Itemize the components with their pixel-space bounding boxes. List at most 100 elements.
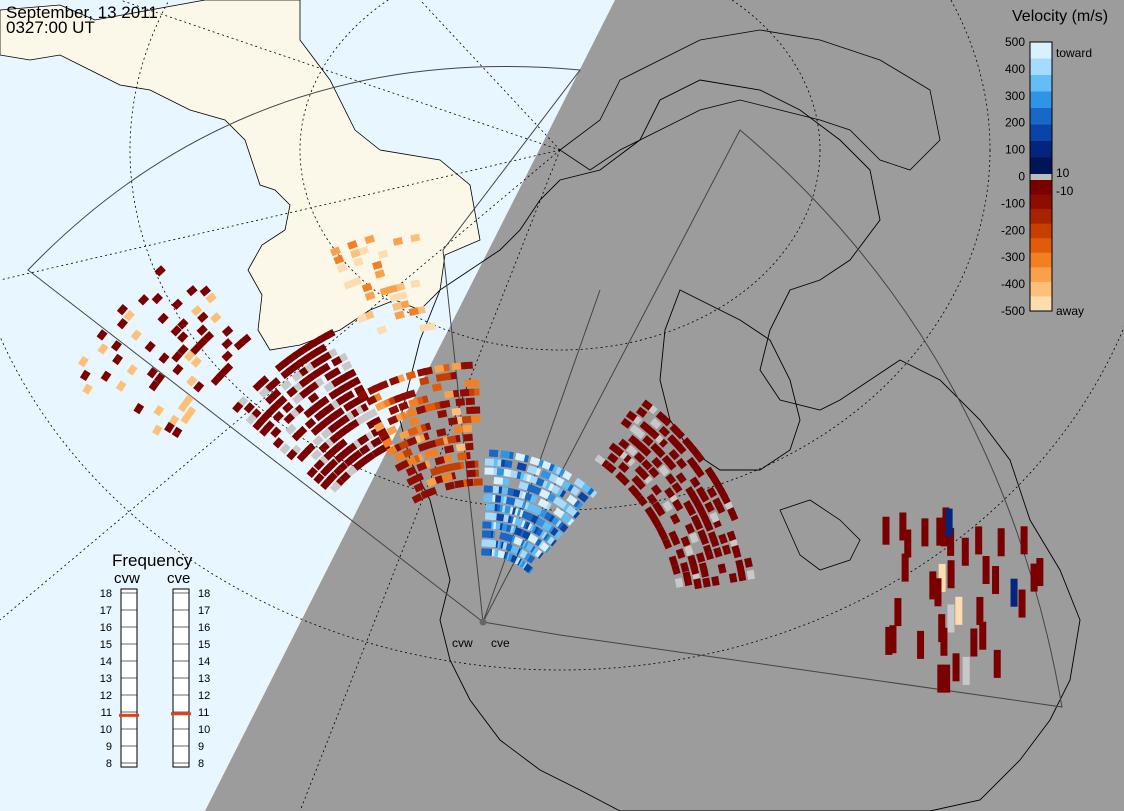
colorbar-tick: -400 (1001, 277, 1025, 291)
echo-cell (688, 532, 699, 544)
echo-cell (499, 532, 510, 542)
echo-cell (424, 449, 436, 459)
echo-cell (431, 383, 443, 392)
freq-station-cvw: cvw (114, 570, 140, 587)
colorbar-tick: -300 (1001, 250, 1025, 264)
echo-cell (435, 373, 446, 382)
echo-cell (728, 572, 738, 583)
freq-tick-label: 14 (100, 656, 112, 668)
echo-cell (979, 621, 987, 650)
colorbar-swatch (1030, 252, 1052, 268)
echo-cell (320, 427, 333, 440)
echo-cell (668, 449, 680, 461)
echo-cell (483, 494, 493, 502)
echo-cell (307, 392, 320, 404)
colorbar-tick-labels: 500 400 300 200 100 0 -100 -200 -300 -400 -500 (1001, 35, 1025, 318)
echo-cell (684, 545, 694, 557)
radar-fov-outlines (27, 66, 1063, 708)
echo-cell (405, 466, 417, 477)
echo-cell (190, 343, 202, 356)
echo-cell (333, 465, 345, 477)
echo-cell (221, 350, 233, 362)
echo-cell (356, 389, 368, 401)
echo-cell (313, 459, 325, 471)
echo-cell (394, 461, 406, 472)
echo-cell (573, 477, 586, 489)
echo-cell (451, 407, 462, 416)
colorbar-swatch (1030, 223, 1052, 239)
frequency-panel: Frequency cvw cve 1817161514131211109818… (100, 551, 211, 770)
colorbar-pos10-label: 10 (1056, 166, 1070, 180)
echo-cell (280, 368, 292, 380)
frequency-scales: 18 17 16 15 14 13 12 11 10 9 8 18 17 16 15 14 13 12 11 10 9 8 (100, 588, 211, 770)
echo-cell (146, 367, 158, 379)
echo-cell (318, 441, 330, 454)
echo-cell (210, 312, 222, 324)
echo-cell (448, 417, 458, 426)
echo-cell (341, 360, 353, 372)
echo-cell (702, 577, 711, 588)
echo-cell (286, 386, 298, 398)
echo-cell (466, 469, 476, 478)
echo-cell (394, 282, 406, 292)
echo-cell (374, 269, 386, 279)
echo-cell (962, 656, 970, 685)
echo-cell (746, 569, 756, 580)
echo-cell (410, 279, 421, 289)
echo-cell (171, 426, 183, 438)
echo-cell (259, 425, 271, 437)
colorbar-swatch (1030, 209, 1052, 225)
echo-cell (488, 449, 499, 458)
colorbar-tick: 500 (1005, 35, 1025, 49)
echo-cell (446, 435, 457, 444)
colorbar-tick: 100 (1005, 143, 1025, 157)
echo-cell (279, 443, 291, 455)
echo-cell (133, 402, 145, 415)
echo-cell (484, 467, 494, 475)
echo-cell (411, 493, 423, 504)
freq-tick-label: 8 (198, 758, 204, 770)
echo-cell (394, 451, 406, 462)
time-label: 0327:00 UT (6, 18, 95, 37)
echo-cell (707, 531, 718, 543)
echo-cell (459, 388, 470, 397)
echo-cell (172, 363, 184, 376)
echo-cell (126, 364, 138, 376)
colorbar-swatch (1030, 238, 1052, 254)
echo-cell (482, 521, 492, 529)
echo-cell (937, 664, 945, 693)
echo-cell (934, 578, 942, 607)
echo-cell (970, 628, 978, 657)
freq-tick-label: 17 (198, 605, 210, 617)
echo-cell (483, 485, 493, 493)
colorbar-swatch (1030, 267, 1052, 283)
echo-cell (712, 497, 723, 509)
echo-cell (243, 402, 255, 414)
echo-cell (171, 298, 183, 310)
echo-cell (552, 496, 565, 508)
echo-cell (451, 362, 462, 371)
echo-cell (347, 240, 358, 250)
echo-cell (164, 421, 175, 434)
echo-cell (669, 423, 681, 435)
echo-cell (196, 324, 208, 336)
echo-cell (177, 344, 189, 356)
echo-cell (291, 370, 303, 382)
echo-cell (78, 355, 89, 368)
freq-tick-label: 12 (198, 690, 210, 702)
echo-cell (406, 475, 418, 486)
echo-cell (389, 293, 401, 303)
colorbar-swatch (1030, 194, 1052, 210)
hudson-bay-outline (659, 289, 801, 471)
echo-cell (171, 351, 183, 363)
echo-cell (416, 461, 428, 472)
echo-cell (444, 390, 454, 399)
echo-cell (79, 369, 91, 382)
echo-cell (680, 561, 690, 573)
echo-cell (493, 476, 504, 485)
echo-cell (682, 437, 694, 449)
echo-cell (945, 508, 953, 537)
echo-cell (631, 475, 643, 487)
freq-tick-label: 11 (198, 707, 209, 719)
velocity-colorbar: Velocity (m/s) 500 400 300 200 100 0 -100 -200 -… (1001, 8, 1108, 318)
